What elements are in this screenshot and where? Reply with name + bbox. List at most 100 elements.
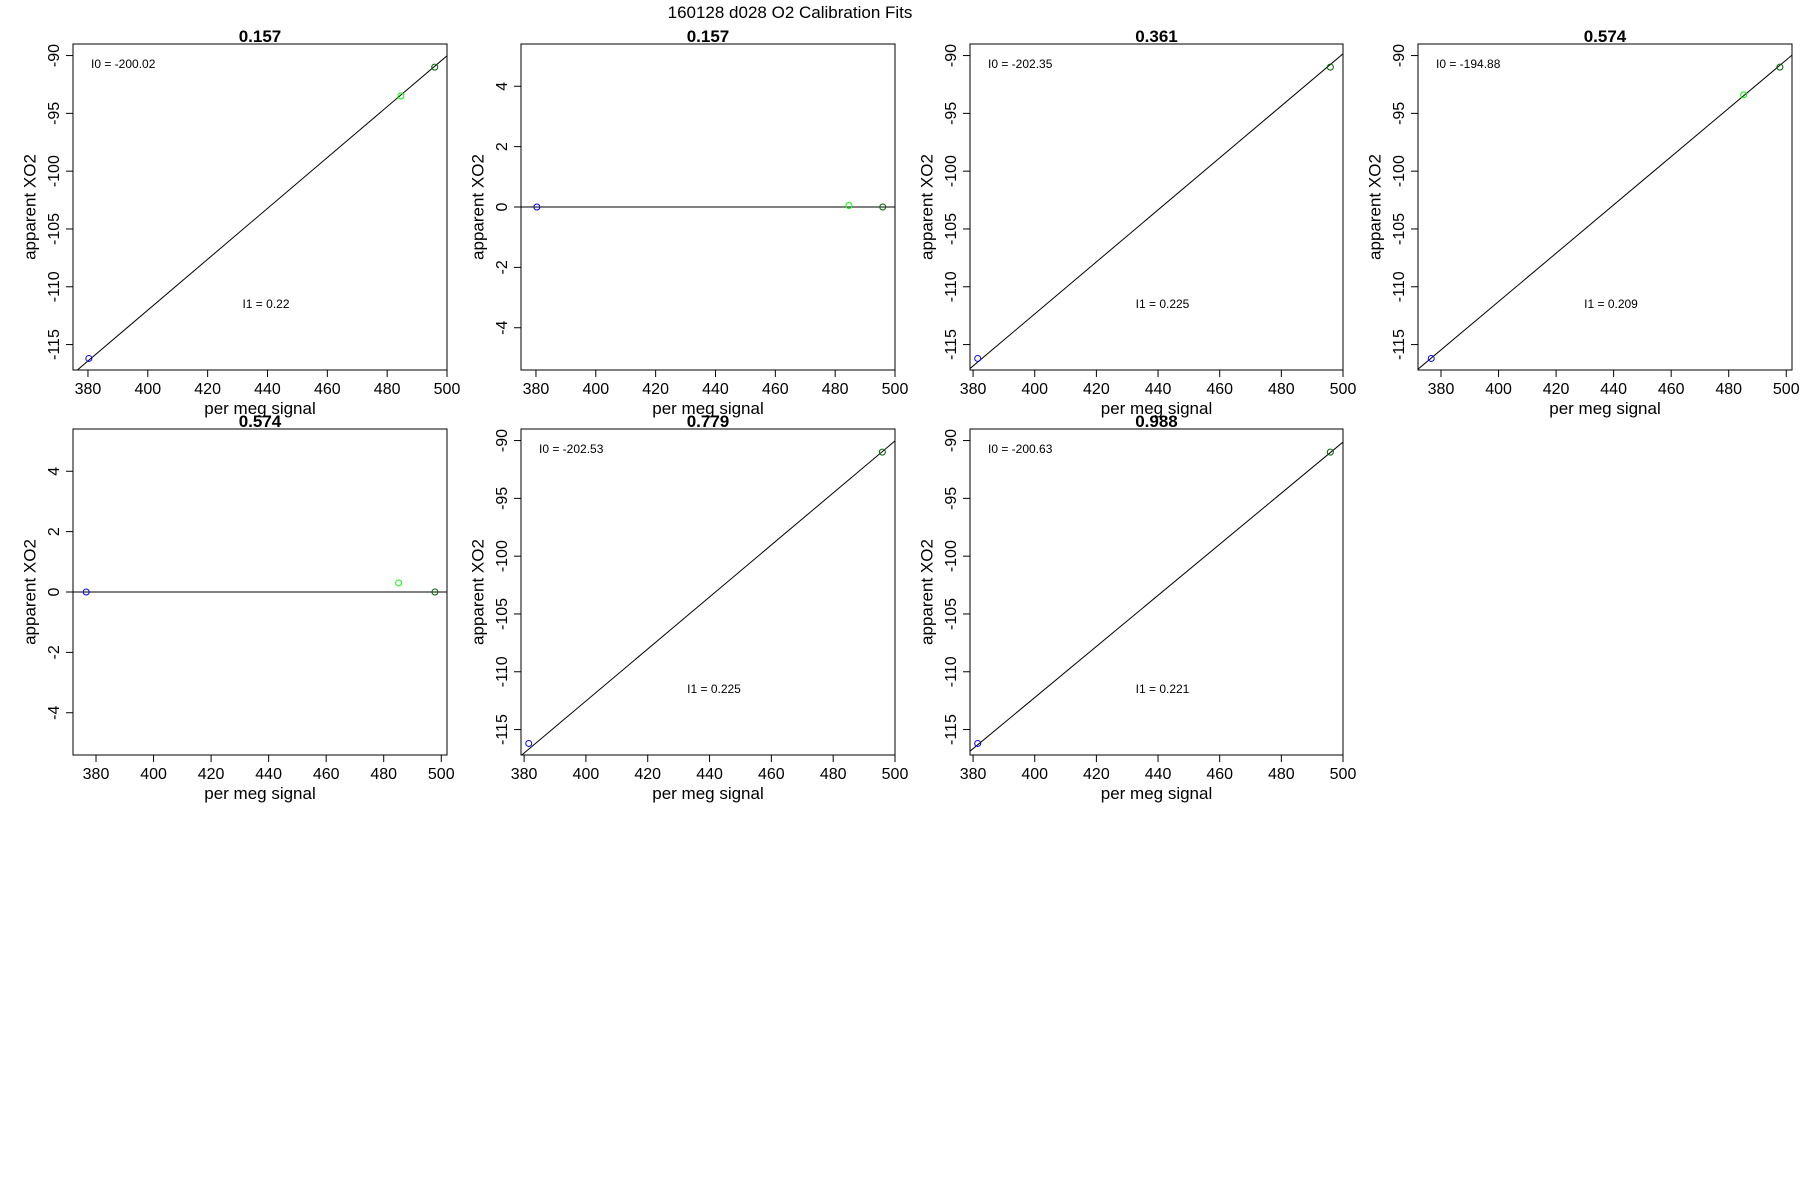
x-tick-label: 460 bbox=[1658, 381, 1685, 398]
fit-annotation: I0 = -194.88 bbox=[1436, 57, 1501, 71]
x-tick-label: 440 bbox=[1145, 766, 1172, 783]
x-tick-label: 400 bbox=[1021, 381, 1048, 398]
data-point bbox=[974, 739, 982, 747]
data-point bbox=[1326, 448, 1334, 456]
data-point bbox=[1427, 354, 1435, 362]
y-tick-label: -100 bbox=[943, 155, 960, 187]
x-tick-label: 380 bbox=[83, 766, 110, 783]
y-axis-label: apparent XO2 bbox=[468, 154, 487, 260]
y-tick-label: -115 bbox=[1391, 329, 1408, 360]
x-tick-label: 440 bbox=[702, 381, 729, 398]
y-tick-label: -105 bbox=[494, 598, 511, 630]
x-tick-label: 500 bbox=[882, 766, 909, 783]
data-point bbox=[82, 588, 90, 596]
panel-title: 0.988 bbox=[1135, 412, 1178, 431]
y-tick-label: -95 bbox=[494, 487, 511, 510]
fit-annotation: I1 = 0.209 bbox=[1584, 297, 1638, 311]
fit-annotation: I0 = -200.63 bbox=[988, 442, 1053, 456]
fit-annotation: I0 = -202.35 bbox=[988, 57, 1053, 71]
fit-annotation: I1 = 0.225 bbox=[687, 682, 741, 696]
x-tick-label: 380 bbox=[523, 381, 550, 398]
x-axis-label: per meg signal bbox=[1101, 399, 1213, 418]
y-axis-label: apparent XO2 bbox=[1365, 154, 1384, 260]
y-tick-label: -100 bbox=[1391, 155, 1408, 187]
x-tick-label: 480 bbox=[1268, 766, 1295, 783]
x-tick-label: 420 bbox=[642, 381, 669, 398]
x-axis-label: per meg signal bbox=[652, 399, 764, 418]
x-tick-label: 420 bbox=[634, 766, 661, 783]
fit-line bbox=[76, 55, 447, 370]
y-axis-label: apparent XO2 bbox=[468, 539, 487, 645]
x-tick-label: 500 bbox=[434, 381, 461, 398]
fit-line bbox=[970, 53, 1343, 370]
y-tick-label: -90 bbox=[494, 429, 511, 452]
x-tick-label: 460 bbox=[1206, 381, 1233, 398]
y-tick-label: -100 bbox=[46, 155, 63, 187]
x-tick-label: 460 bbox=[762, 381, 789, 398]
y-axis-label: apparent XO2 bbox=[20, 154, 39, 260]
x-tick-label: 480 bbox=[370, 766, 397, 783]
data-point bbox=[878, 448, 886, 456]
x-axis-label: per meg signal bbox=[1101, 784, 1213, 803]
plot-frame bbox=[520, 428, 896, 756]
data-point bbox=[397, 92, 405, 100]
y-tick-label: -105 bbox=[46, 213, 63, 245]
x-tick-label: 420 bbox=[198, 766, 225, 783]
x-tick-label: 460 bbox=[1206, 766, 1233, 783]
x-axis-label: per meg signal bbox=[652, 784, 764, 803]
data-point bbox=[1740, 91, 1748, 99]
x-tick-label: 400 bbox=[573, 766, 600, 783]
y-axis-label: apparent XO2 bbox=[917, 539, 936, 645]
x-tick-label: 480 bbox=[1268, 381, 1295, 398]
x-tick-label: 380 bbox=[75, 381, 102, 398]
fit-annotation: I1 = 0.22 bbox=[242, 297, 289, 311]
panel-title: 0.157 bbox=[239, 27, 282, 46]
x-tick-label: 500 bbox=[1330, 381, 1357, 398]
x-axis-label: per meg signal bbox=[1549, 399, 1661, 418]
y-tick-label: -95 bbox=[46, 102, 63, 125]
y-axis-label: apparent XO2 bbox=[20, 539, 39, 645]
y-tick-label: -100 bbox=[494, 540, 511, 572]
chart-panel: 0.988 380 400 420 440 460 480 500 -90 -95 -100 -105… bbox=[917, 412, 1357, 803]
y-axis-label: apparent XO2 bbox=[917, 154, 936, 260]
y-tick-label: 0 bbox=[494, 202, 511, 211]
y-tick-label: 2 bbox=[494, 142, 511, 151]
data-point bbox=[431, 63, 439, 71]
x-tick-label: 480 bbox=[374, 381, 401, 398]
fit-line bbox=[1418, 54, 1792, 370]
x-tick-label: 380 bbox=[511, 766, 538, 783]
data-point bbox=[1776, 63, 1784, 71]
y-tick-label: 4 bbox=[494, 82, 511, 91]
x-tick-label: 480 bbox=[820, 766, 847, 783]
plot-frame bbox=[969, 43, 1344, 371]
chart-panel: 0.157 380 400 420 440 460 480 500 -90 -95 -100 -105… bbox=[20, 27, 461, 418]
plot-frame bbox=[969, 428, 1344, 756]
y-tick-label: -110 bbox=[943, 656, 960, 687]
y-tick-label: -90 bbox=[943, 44, 960, 67]
x-tick-label: 400 bbox=[582, 381, 609, 398]
y-tick-label: -105 bbox=[943, 598, 960, 630]
y-tick-label: -4 bbox=[494, 321, 511, 335]
y-tick-label: -115 bbox=[46, 329, 63, 360]
fit-line bbox=[521, 440, 895, 755]
y-tick-label: 4 bbox=[46, 467, 63, 476]
x-tick-label: 440 bbox=[1600, 381, 1627, 398]
chart-panel: 0.779 380 400 420 440 460 480 500 -90 -95 -100 -105… bbox=[468, 412, 909, 803]
x-tick-label: 440 bbox=[696, 766, 723, 783]
x-tick-label: 420 bbox=[1083, 766, 1110, 783]
data-point bbox=[533, 203, 541, 211]
y-tick-label: -110 bbox=[46, 271, 63, 302]
x-tick-label: 380 bbox=[1428, 381, 1455, 398]
data-point bbox=[395, 579, 403, 587]
data-point bbox=[974, 354, 982, 362]
y-tick-label: -115 bbox=[943, 329, 960, 360]
x-axis-label: per meg signal bbox=[204, 399, 316, 418]
fit-annotation: I1 = 0.225 bbox=[1136, 297, 1190, 311]
x-tick-label: 500 bbox=[1330, 766, 1357, 783]
y-tick-label: -110 bbox=[943, 271, 960, 302]
x-tick-label: 500 bbox=[882, 381, 909, 398]
